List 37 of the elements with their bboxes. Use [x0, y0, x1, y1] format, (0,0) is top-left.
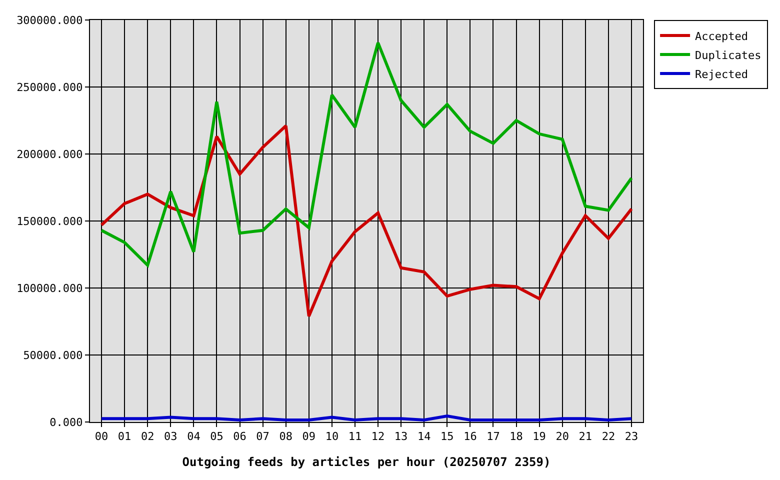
legend-label: Accepted [695, 30, 748, 43]
x-tick-label: 15 [440, 430, 454, 444]
legend-label: Duplicates [695, 48, 762, 62]
y-tick-label: 200000.000 [16, 148, 83, 161]
x-tick-label: 19 [532, 430, 546, 444]
y-tick-label: 50000.000 [23, 348, 83, 362]
x-tick-label: 09 [302, 430, 316, 444]
y-tick-label: 100000.000 [16, 282, 83, 295]
x-tick-label: 05 [210, 430, 224, 444]
x-tick-label: 03 [164, 430, 178, 444]
x-tick-label: 11 [348, 430, 362, 444]
x-tick-label: 06 [233, 430, 246, 444]
x-tick-label: 14 [417, 430, 432, 444]
x-tick-label: 10 [325, 430, 339, 444]
x-tick-label: 21 [578, 430, 592, 444]
x-tick-label: 16 [464, 430, 477, 444]
line-series [100, 41, 633, 267]
x-tick-label: 12 [371, 430, 385, 444]
line-series [100, 124, 633, 318]
x-tick-label: 00 [94, 430, 108, 444]
y-tick-label: 0.000 [50, 416, 83, 429]
y-tick-label: 150000.000 [16, 214, 83, 228]
x-tick-label: 22 [602, 430, 616, 444]
x-tick-label: 23 [624, 430, 638, 444]
legend-label: Rejected [695, 68, 748, 81]
x-tick-label: 07 [256, 430, 270, 444]
x-tick-label: 13 [394, 430, 408, 444]
x-tick-label: 01 [118, 430, 132, 444]
x-tick-label: 08 [279, 430, 292, 444]
x-tick-label: 18 [510, 430, 523, 444]
x-tick-label: 04 [187, 430, 201, 444]
x-tick-label: 17 [486, 430, 500, 444]
x-tick-label: 02 [140, 430, 154, 444]
y-tick-label: 300000.000 [16, 14, 83, 27]
y-tick-label: 250000.000 [16, 80, 83, 94]
x-tick-label: 20 [556, 430, 569, 444]
x-axis-title: Outgoing feeds by articles per hour (20250707 2359) [182, 455, 551, 470]
